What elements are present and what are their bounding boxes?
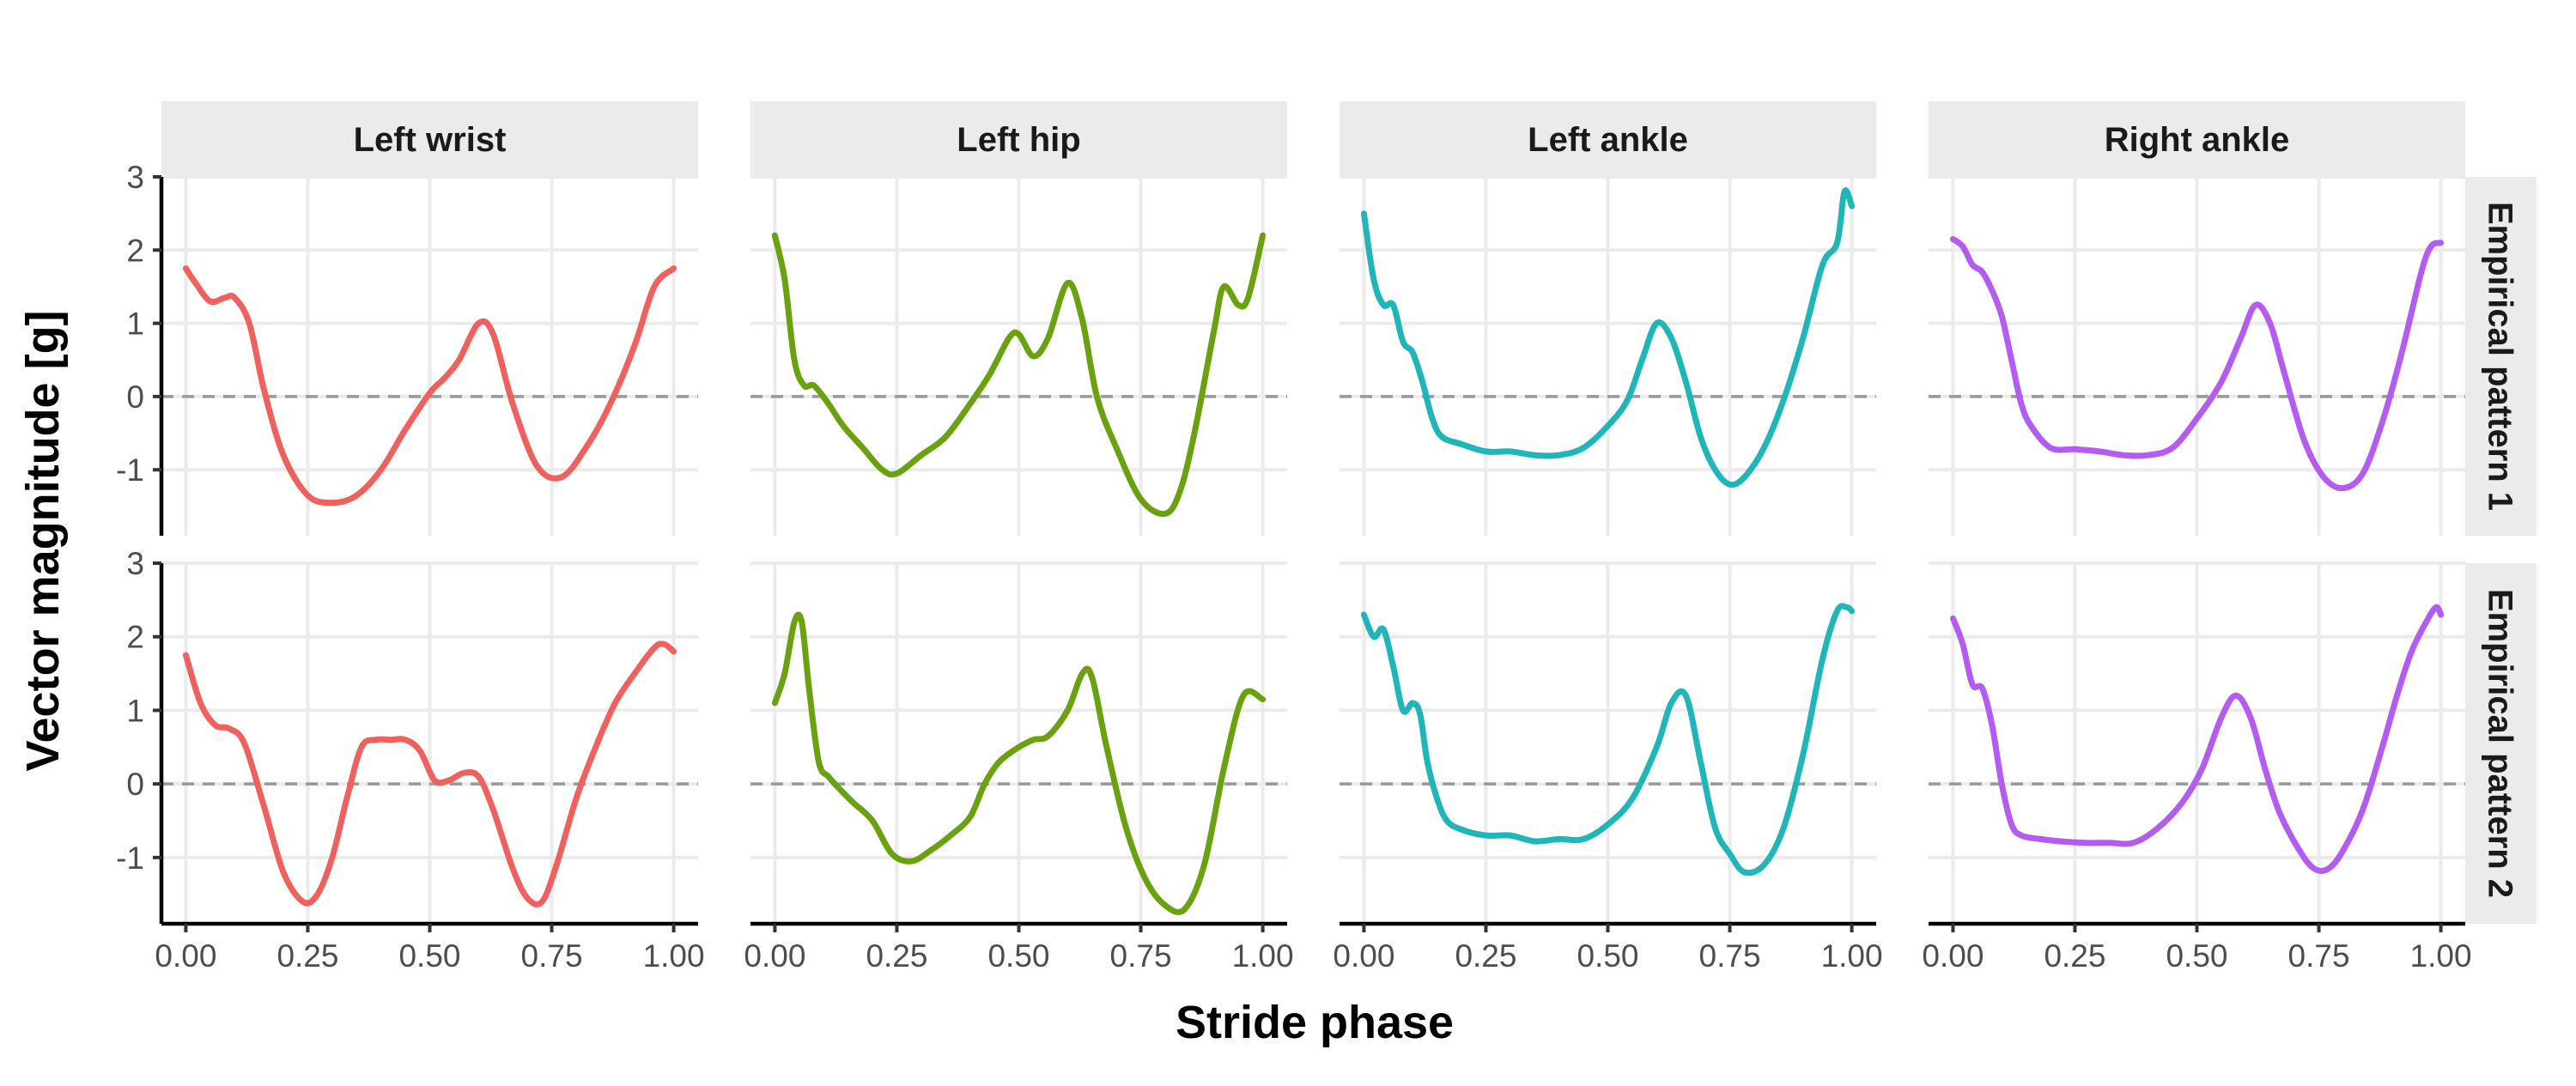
x-tick-label: 1.00 <box>643 938 705 974</box>
x-tick-label: 1.00 <box>2410 938 2472 974</box>
y-tick-label: -1 <box>116 452 144 488</box>
x-tick-label: 0.50 <box>1577 938 1638 974</box>
x-tick-label: 0.75 <box>521 938 583 974</box>
strip-left-hip <box>750 101 1287 177</box>
y-tick-label: -1 <box>116 840 144 876</box>
strip-label-empirical-pattern-1: Empirical pattern 1 <box>2482 202 2519 511</box>
y-tick-label: 1 <box>126 693 144 728</box>
strip-label-right-ankle: Right ankle <box>2105 121 2290 159</box>
panel-empirical-pattern-2-left-ankle: 0.00 0.25 0.50 0.75 1.00 <box>1333 561 1883 974</box>
y-tick-label: 0 <box>126 767 144 802</box>
panel-empirical-pattern-2-left-wrist: -1 0 1 2 3 0.00 0.25 0.50 0.75 1.00 <box>116 546 705 974</box>
y-tick-label: 2 <box>126 233 144 268</box>
x-axis-title: Stride phase <box>1176 997 1454 1048</box>
strip-label-left-hip: Left hip <box>957 121 1080 159</box>
strip-label-left-ankle: Left ankle <box>1528 121 1688 159</box>
x-tick-label: 0.25 <box>2044 938 2105 974</box>
panel-empirical-pattern-1-left-ankle <box>1340 175 1876 536</box>
strip-empirical-pattern-2 <box>2465 563 2537 924</box>
x-tick-label: 0.00 <box>1333 938 1394 974</box>
series-line-left-hip <box>771 232 1267 518</box>
y-axis-title: Vector magnitude [g] <box>17 310 69 771</box>
y-tick-label: 0 <box>126 379 144 415</box>
series-line-right-ankle <box>1949 604 2445 874</box>
y-tick-label: 2 <box>126 620 144 655</box>
x-tick-label: 0.75 <box>1699 938 1761 974</box>
panel-empirical-pattern-1-left-wrist: -1 0 1 2 3 <box>116 160 698 536</box>
x-tick-label: 0.25 <box>276 938 338 974</box>
x-tick-label: 0.75 <box>2288 938 2350 974</box>
panel-empirical-pattern-2-left-hip: 0.00 0.25 0.50 0.75 1.00 <box>744 561 1294 974</box>
x-tick-label: 0.75 <box>1110 938 1172 974</box>
series-line-left-hip <box>771 611 1267 915</box>
series-line-left-ankle <box>1360 603 1856 877</box>
x-tick-label: 0.00 <box>1922 938 1984 974</box>
panel-empirical-pattern-1-left-hip <box>750 175 1287 536</box>
strip-left-wrist <box>161 101 698 177</box>
series-line-left-wrist <box>182 640 677 907</box>
panel-empirical-pattern-2-right-ankle: 0.00 0.25 0.50 0.75 1.00 <box>1922 561 2472 974</box>
y-tick-label: 3 <box>126 160 144 195</box>
x-tick-label: 1.00 <box>1821 938 1883 974</box>
strip-right-ankle <box>1929 101 2465 177</box>
x-tick-label: 0.00 <box>744 938 805 974</box>
panel-empirical-pattern-1-right-ankle <box>1929 175 2465 536</box>
x-tick-label: 0.50 <box>398 938 460 974</box>
series-line-left-ankle <box>1360 187 1856 488</box>
x-tick-label: 0.25 <box>866 938 927 974</box>
panels-layer: Left wrist Left hip Left ankle Right ankle E… <box>116 101 2537 974</box>
x-tick-label: 0.00 <box>155 938 216 974</box>
x-tick-label: 0.50 <box>2166 938 2227 974</box>
strip-empirical-pattern-1 <box>2465 177 2537 536</box>
x-tick-label: 0.25 <box>1455 938 1516 974</box>
x-tick-label: 1.00 <box>1232 938 1294 974</box>
strip-label-empirical-pattern-2: Empirical pattern 2 <box>2482 589 2519 898</box>
strip-label-left-wrist: Left wrist <box>354 121 507 159</box>
y-tick-label: 3 <box>126 546 144 581</box>
y-tick-label: 1 <box>126 306 144 342</box>
x-tick-label: 0.50 <box>987 938 1049 974</box>
strip-left-ankle <box>1340 101 1876 177</box>
series-line-left-wrist <box>182 265 677 507</box>
series-line-right-ankle <box>1949 236 2445 492</box>
